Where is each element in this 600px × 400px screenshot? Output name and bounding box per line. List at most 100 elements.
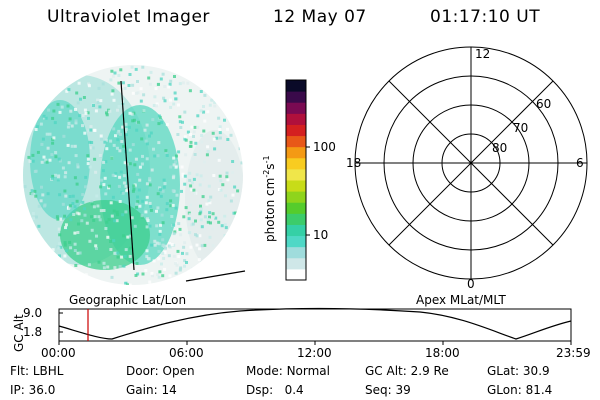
image-speckle	[201, 178, 205, 182]
image-speckle	[224, 194, 227, 198]
image-speckle	[207, 199, 211, 203]
colorbar-segment	[286, 168, 306, 181]
image-speckle	[66, 143, 70, 147]
image-speckle	[133, 224, 137, 228]
image-speckle	[117, 74, 121, 77]
image-speckle	[199, 204, 202, 208]
image-speckle	[152, 104, 156, 107]
image-speckle	[212, 137, 216, 141]
image-speckle	[155, 241, 159, 245]
image-speckle	[123, 254, 127, 258]
image-speckle	[115, 219, 119, 223]
image-speckle	[111, 74, 115, 78]
image-speckle	[210, 98, 214, 102]
image-speckle	[175, 154, 178, 158]
image-speckle	[174, 261, 177, 265]
image-speckle	[128, 234, 132, 238]
image-speckle	[89, 125, 93, 129]
image-speckle	[158, 232, 162, 236]
image-speckle	[206, 110, 210, 114]
image-speckle	[136, 272, 140, 276]
image-speckle	[28, 159, 32, 163]
image-speckle	[203, 93, 207, 97]
image-speckle	[97, 86, 101, 90]
image-speckle	[103, 176, 107, 180]
image-speckle	[73, 249, 77, 252]
image-speckle	[58, 193, 62, 197]
image-speckle	[33, 189, 37, 193]
image-speckle	[223, 217, 226, 221]
info-seq: Seq: 39	[365, 383, 411, 397]
image-speckle	[74, 119, 78, 123]
image-speckle	[73, 231, 77, 235]
image-speckle	[214, 216, 218, 220]
image-speckle	[110, 275, 114, 279]
colorbar-segment	[286, 246, 306, 259]
image-speckle	[188, 178, 192, 182]
image-speckle	[106, 265, 110, 269]
image-speckle	[142, 109, 146, 113]
image-speckle	[60, 105, 64, 109]
image-speckle	[99, 134, 103, 138]
image-speckle	[119, 170, 123, 174]
image-speckle	[187, 217, 191, 221]
image-speckle	[76, 165, 80, 169]
image-speckle	[198, 183, 202, 187]
image-speckle	[203, 215, 207, 219]
colorbar-segment	[286, 146, 306, 159]
image-speckle	[156, 154, 160, 158]
image-speckle	[46, 192, 50, 196]
image-speckle	[88, 165, 92, 169]
image-speckle	[114, 134, 117, 138]
image-speckle	[52, 109, 56, 113]
image-speckle	[153, 239, 157, 243]
image-speckle	[122, 234, 126, 238]
image-speckle	[138, 204, 142, 208]
image-speckle	[146, 219, 150, 222]
image-speckle	[240, 161, 243, 165]
image-speckle	[145, 182, 149, 186]
image-speckle	[107, 184, 111, 188]
image-speckle	[161, 274, 165, 278]
image-speckle	[213, 104, 217, 108]
colorbar-segment	[286, 235, 306, 248]
image-speckle	[205, 202, 209, 206]
image-speckle	[173, 230, 177, 234]
image-speckle	[202, 110, 205, 114]
image-speckle	[145, 195, 149, 199]
image-speckle	[217, 158, 221, 162]
image-speckle	[23, 185, 27, 189]
image-speckle	[127, 84, 131, 87]
lat-label-60: 60	[536, 97, 552, 111]
altitude-plot	[58, 307, 572, 345]
image-speckle	[39, 122, 43, 126]
image-speckle	[141, 65, 145, 69]
image-speckle	[161, 221, 165, 225]
image-speckle	[117, 81, 121, 85]
image-speckle	[165, 208, 169, 212]
image-speckle	[145, 157, 149, 161]
image-speckle	[33, 170, 37, 173]
image-speckle	[77, 212, 81, 216]
image-speckle	[86, 154, 90, 158]
image-speckle	[190, 125, 194, 129]
image-speckle	[116, 251, 120, 255]
image-speckle	[176, 133, 180, 136]
image-speckle	[115, 146, 119, 150]
image-speckle	[121, 81, 125, 85]
image-speckle	[215, 136, 219, 140]
image-speckle	[69, 109, 73, 113]
image-speckle	[217, 116, 221, 120]
image-speckle	[104, 192, 108, 196]
image-speckle	[111, 173, 115, 177]
image-speckle	[123, 161, 127, 165]
xtick-0000: 00:00	[41, 346, 76, 360]
image-speckle	[157, 141, 161, 145]
image-speckle	[106, 235, 110, 239]
image-speckle	[172, 254, 176, 258]
image-speckle	[236, 189, 240, 193]
image-speckle	[213, 100, 217, 104]
image-speckle	[139, 99, 143, 103]
image-speckle	[94, 109, 98, 113]
image-speckle	[122, 174, 126, 178]
